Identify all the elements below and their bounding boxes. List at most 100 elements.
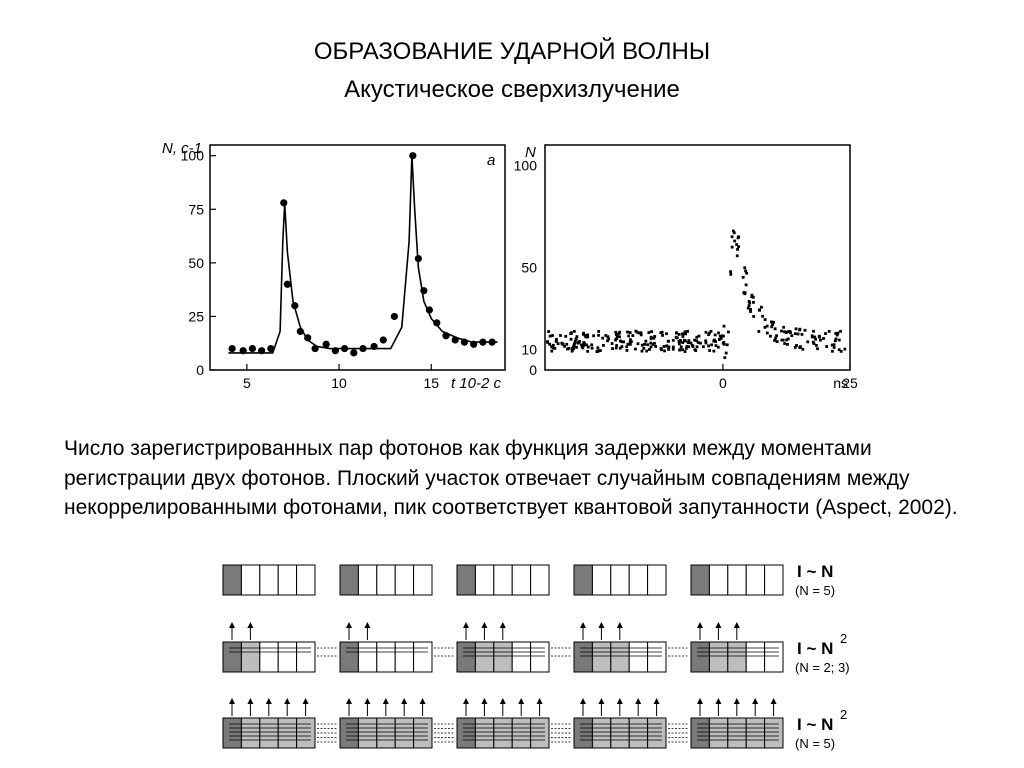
chart-b-point [618, 330, 622, 334]
chart-b-point [681, 335, 685, 338]
chart-b-point [765, 331, 769, 335]
chart-b-point [819, 338, 822, 342]
chart-a-xlabel: t 10-2 c [451, 375, 502, 392]
chart-b-point [590, 343, 594, 347]
chart-b-point [695, 345, 699, 349]
chart-b-point [661, 334, 664, 337]
chart-b-point [785, 338, 788, 342]
chart-b-xtick-label: 25 [842, 375, 858, 391]
chart-b-point [752, 315, 756, 318]
chart-b-point [833, 339, 837, 343]
chart-b-point [677, 340, 681, 343]
chart-b-point [830, 343, 834, 347]
diagram-cell [708, 717, 729, 749]
diagram-arrowhead [733, 622, 740, 628]
chart-b-point [783, 330, 786, 334]
chart-b-point [573, 340, 577, 343]
diagram-cell [573, 717, 593, 749]
chart-b-point [665, 344, 669, 348]
diagram-cell [493, 717, 513, 749]
diagram-cell [277, 641, 298, 673]
chart-b-point [575, 345, 578, 349]
chart-b-point [687, 345, 691, 349]
diagram-cell [610, 564, 630, 596]
chart-b-point [834, 337, 838, 341]
chart-b-point [548, 342, 552, 346]
chart-b-point [597, 330, 601, 333]
chart-b-point [684, 332, 688, 336]
diagram-cell [474, 564, 495, 596]
chart-b-point [586, 333, 590, 337]
chart-b-point [572, 342, 576, 346]
chart-b-point [563, 344, 566, 348]
diagram-arrowhead [247, 698, 254, 704]
chart-b-point [737, 235, 741, 239]
chart-a-point [470, 340, 478, 348]
chart-a-ytick-label: 25 [188, 308, 204, 324]
chart-a-ytick-label: 100 [181, 148, 205, 164]
chart-b-point [733, 239, 737, 243]
chart-b-point [574, 337, 578, 340]
chart-b-point [551, 346, 555, 350]
diagram-cell [727, 564, 747, 596]
chart-b-point [749, 307, 752, 311]
chart-b-point [649, 345, 653, 349]
chart-b-point [551, 343, 555, 347]
chart-b-point [674, 331, 678, 335]
chart-b-point [601, 336, 605, 340]
chart-a-xtick-label: 5 [243, 375, 251, 391]
chart-b-point [831, 349, 834, 353]
chart-b-point [832, 343, 836, 347]
chart-b-point [677, 333, 681, 336]
diagram-arrowhead [229, 698, 235, 704]
chart-b-point [556, 342, 560, 346]
diagram-cell [764, 717, 784, 749]
chart-b-point [716, 345, 720, 349]
diagram-arrowhead [382, 698, 389, 704]
chart-a-ytick-label: 50 [188, 255, 204, 271]
chart-b-point [678, 348, 682, 352]
diagram-arrowhead [598, 698, 605, 704]
diagram-cell [339, 717, 359, 749]
chart-b-point [689, 341, 693, 345]
diagram-formula: I ~ N [797, 715, 833, 734]
chart-b-point [827, 330, 831, 333]
chart-b-point [793, 346, 797, 349]
diagram-cell [745, 641, 766, 673]
chart-b-point [667, 339, 671, 343]
diagram-cell [573, 641, 593, 673]
chart-b-point [782, 325, 786, 329]
chart-b-point [775, 334, 778, 338]
diagram-arrowhead [697, 698, 703, 704]
diagram-arrowhead [346, 698, 352, 704]
diagram-cell [357, 717, 378, 749]
chart-b-point [611, 347, 614, 351]
chart-b-point [653, 341, 656, 345]
chart-b-point [757, 330, 761, 333]
chart-b-point [625, 349, 629, 352]
chart-b-ytick-label: 100 [514, 157, 538, 173]
chart-b-point [626, 330, 629, 334]
diagram-arrowhead [401, 698, 408, 704]
chart-b-point [837, 348, 841, 352]
chart-a-point [304, 334, 312, 342]
chart-b-point [773, 339, 777, 342]
chart-b-point [781, 338, 785, 342]
diagram-cell [339, 641, 359, 673]
chart-b-point [770, 325, 774, 329]
chart-b-point [677, 342, 681, 346]
diagram-arrowhead [364, 622, 371, 628]
diagram-cell [573, 564, 593, 596]
chart-b-point [795, 344, 798, 347]
chart-b-point [566, 347, 569, 351]
chart-b-point [814, 344, 818, 347]
chart-b-point [640, 349, 644, 353]
chart-b-point [732, 231, 736, 235]
diagram-arrowhead [481, 698, 488, 704]
chart-b-point [811, 340, 815, 344]
chart-b-point [726, 330, 730, 334]
chart-b-point [681, 332, 684, 336]
chart-b-point [620, 345, 624, 349]
diagram-cell [339, 564, 359, 596]
chart-b-point [642, 346, 646, 350]
